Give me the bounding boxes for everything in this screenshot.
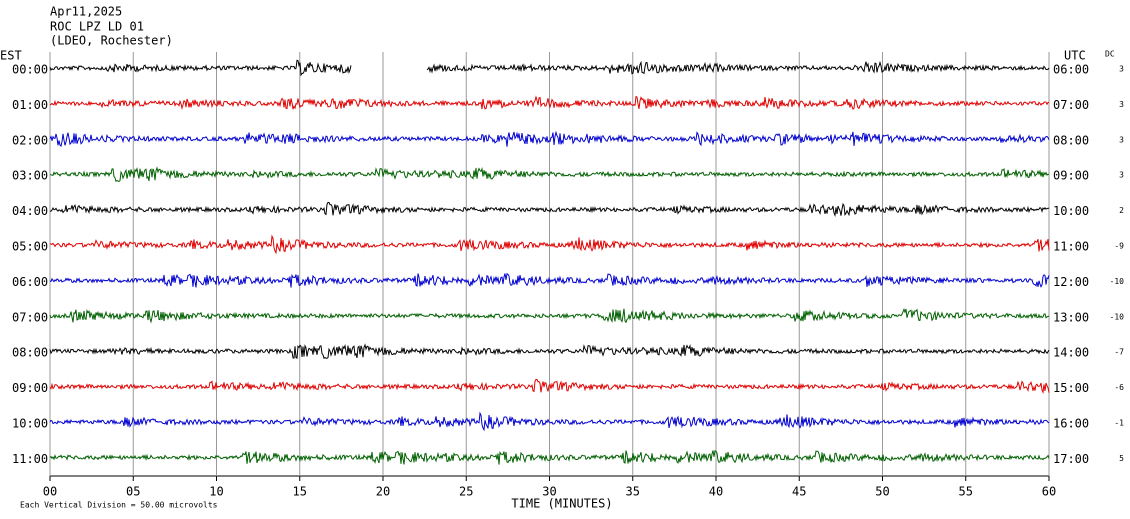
utc-label: 14:00: [1053, 346, 1089, 360]
trace: [49, 201, 1049, 218]
utc-label: 13:00: [1053, 310, 1089, 324]
dc-value: -6: [1114, 383, 1124, 392]
utc-label: 15:00: [1053, 381, 1089, 395]
right-label: UTC: [1064, 49, 1086, 63]
x-tick-label: 20: [376, 485, 390, 499]
trace: [49, 378, 1050, 395]
utc-label: 12:00: [1053, 275, 1089, 289]
x-tick-label: 10: [209, 485, 223, 499]
title-line: (LDEO, Rochester): [50, 34, 173, 48]
dc-value: -9: [1114, 242, 1124, 251]
dc-label: DC: [1105, 50, 1115, 59]
trace: [49, 166, 1050, 182]
x-tick-label: 40: [709, 485, 723, 499]
x-tick-label: 55: [959, 485, 973, 499]
trace: [49, 449, 1050, 465]
est-label: 04:00: [12, 204, 48, 218]
trace: [49, 130, 1050, 147]
x-tick-label: 25: [459, 485, 473, 499]
est-label: 05:00: [12, 240, 48, 254]
x-tick-label: 05: [126, 485, 140, 499]
trace: [49, 411, 1050, 432]
dc-value: 3: [1119, 100, 1124, 109]
est-label: 11:00: [12, 452, 48, 466]
est-label: 07:00: [12, 310, 48, 324]
est-label: 08:00: [12, 346, 48, 360]
x-tick-label: 30: [542, 485, 556, 499]
dc-value: -7: [1114, 348, 1124, 357]
trace: [49, 59, 1050, 77]
est-label: 01:00: [12, 98, 48, 112]
left-label: EST: [0, 49, 22, 63]
utc-label: 07:00: [1053, 98, 1089, 112]
footnote: Each Vertical Division = 50.00 microvolt…: [20, 501, 218, 510]
dc-value: 2: [1119, 206, 1124, 215]
x-tick-label: 60: [1042, 485, 1056, 499]
trace: [49, 234, 1050, 255]
trace: [49, 272, 1050, 288]
dc-value: -10: [1110, 312, 1125, 321]
utc-label: 08:00: [1053, 133, 1089, 147]
utc-label: 09:00: [1053, 169, 1089, 183]
utc-label: 16:00: [1053, 417, 1089, 431]
title-line: Apr11,2025: [50, 5, 122, 19]
utc-label: 10:00: [1053, 204, 1089, 218]
est-label: 09:00: [12, 381, 48, 395]
x-tick-label: 35: [626, 485, 640, 499]
dc-value: -10: [1110, 277, 1125, 286]
dc-value: 3: [1119, 65, 1124, 74]
trace: [49, 95, 1050, 111]
trace: [49, 308, 1050, 324]
dc-value: 5: [1119, 454, 1124, 463]
x-tick-label: 45: [792, 485, 806, 499]
est-label: 02:00: [12, 133, 48, 147]
est-label: 00:00: [12, 63, 48, 77]
est-label: 06:00: [12, 275, 48, 289]
x-tick-label: 15: [293, 485, 307, 499]
utc-label: 06:00: [1053, 63, 1089, 77]
est-label: 03:00: [12, 169, 48, 183]
dc-value: -1: [1114, 419, 1124, 428]
trace: [49, 343, 1050, 359]
est-label: 10:00: [12, 417, 48, 431]
utc-label: 17:00: [1053, 452, 1089, 466]
x-tick-label: 50: [875, 485, 889, 499]
title-line: ROC LPZ LD 01: [50, 20, 144, 34]
dc-value: 3: [1119, 135, 1124, 144]
x-tick-label: 00: [43, 485, 57, 499]
x-axis-label: TIME (MINUTES): [511, 497, 612, 511]
utc-label: 11:00: [1053, 240, 1089, 254]
dc-value: 3: [1119, 171, 1124, 180]
